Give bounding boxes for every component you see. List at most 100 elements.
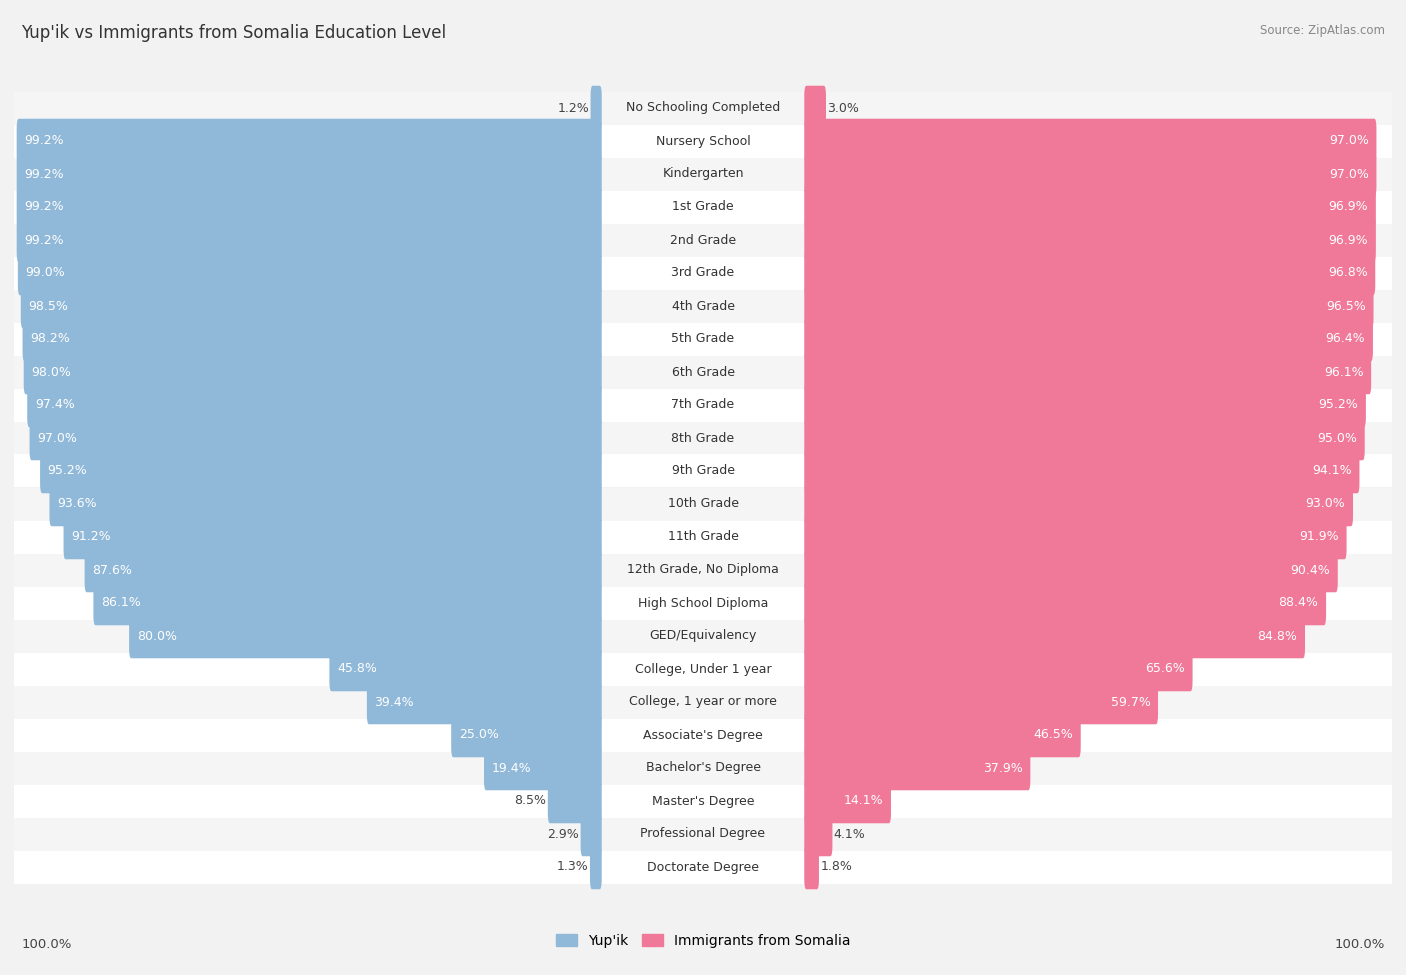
Bar xyxy=(14,454,1392,488)
FancyBboxPatch shape xyxy=(804,317,1372,362)
Text: 5th Grade: 5th Grade xyxy=(672,332,734,345)
Text: 97.0%: 97.0% xyxy=(1329,135,1369,147)
FancyBboxPatch shape xyxy=(804,383,1365,427)
Bar xyxy=(14,158,1392,190)
Text: 99.2%: 99.2% xyxy=(24,135,63,147)
Text: 3rd Grade: 3rd Grade xyxy=(672,266,734,280)
FancyBboxPatch shape xyxy=(804,613,1305,658)
Legend: Yup'ik, Immigrants from Somalia: Yup'ik, Immigrants from Somalia xyxy=(550,928,856,954)
Text: 37.9%: 37.9% xyxy=(983,761,1022,774)
FancyBboxPatch shape xyxy=(804,184,1376,229)
Bar xyxy=(14,817,1392,850)
FancyBboxPatch shape xyxy=(548,779,602,823)
FancyBboxPatch shape xyxy=(804,152,1376,196)
Text: 87.6%: 87.6% xyxy=(93,564,132,576)
Text: 96.9%: 96.9% xyxy=(1329,201,1368,214)
FancyBboxPatch shape xyxy=(484,746,602,791)
Bar xyxy=(14,652,1392,685)
Text: 98.2%: 98.2% xyxy=(30,332,70,345)
FancyBboxPatch shape xyxy=(591,844,602,889)
Text: 8.5%: 8.5% xyxy=(515,795,547,807)
Text: 91.2%: 91.2% xyxy=(72,530,111,543)
FancyBboxPatch shape xyxy=(17,217,602,262)
Bar xyxy=(14,125,1392,158)
FancyBboxPatch shape xyxy=(21,284,602,329)
FancyBboxPatch shape xyxy=(804,844,818,889)
Text: 100.0%: 100.0% xyxy=(21,938,72,951)
Text: 80.0%: 80.0% xyxy=(136,630,177,643)
Text: 1.3%: 1.3% xyxy=(557,861,589,874)
FancyBboxPatch shape xyxy=(49,482,602,526)
Bar xyxy=(14,521,1392,554)
Text: 96.5%: 96.5% xyxy=(1326,299,1367,313)
FancyBboxPatch shape xyxy=(804,746,1031,791)
Text: 45.8%: 45.8% xyxy=(337,662,377,676)
FancyBboxPatch shape xyxy=(93,581,602,625)
Text: 59.7%: 59.7% xyxy=(1111,695,1150,709)
Text: GED/Equivalency: GED/Equivalency xyxy=(650,630,756,643)
Text: 99.2%: 99.2% xyxy=(24,201,63,214)
FancyBboxPatch shape xyxy=(22,317,602,362)
Text: 96.9%: 96.9% xyxy=(1329,233,1368,247)
FancyBboxPatch shape xyxy=(804,482,1353,526)
Text: 46.5%: 46.5% xyxy=(1033,728,1073,742)
Bar xyxy=(14,719,1392,752)
Text: 8th Grade: 8th Grade xyxy=(672,432,734,445)
FancyBboxPatch shape xyxy=(17,152,602,196)
Text: 90.4%: 90.4% xyxy=(1291,564,1330,576)
Text: 95.2%: 95.2% xyxy=(1319,399,1358,411)
FancyBboxPatch shape xyxy=(329,646,602,691)
FancyBboxPatch shape xyxy=(17,119,602,163)
Text: 3.0%: 3.0% xyxy=(827,101,859,114)
Text: High School Diploma: High School Diploma xyxy=(638,597,768,609)
Text: Doctorate Degree: Doctorate Degree xyxy=(647,861,759,874)
Text: 97.4%: 97.4% xyxy=(35,399,75,411)
FancyBboxPatch shape xyxy=(804,646,1192,691)
Text: Source: ZipAtlas.com: Source: ZipAtlas.com xyxy=(1260,24,1385,37)
FancyBboxPatch shape xyxy=(129,613,602,658)
FancyBboxPatch shape xyxy=(24,350,602,394)
Text: College, Under 1 year: College, Under 1 year xyxy=(634,662,772,676)
FancyBboxPatch shape xyxy=(804,415,1365,460)
Text: 99.0%: 99.0% xyxy=(25,266,65,280)
FancyBboxPatch shape xyxy=(367,680,602,724)
Text: 11th Grade: 11th Grade xyxy=(668,530,738,543)
FancyBboxPatch shape xyxy=(591,86,602,131)
Text: 95.2%: 95.2% xyxy=(48,464,87,478)
Text: 98.0%: 98.0% xyxy=(31,366,72,378)
FancyBboxPatch shape xyxy=(84,548,602,592)
Text: 99.2%: 99.2% xyxy=(24,168,63,180)
FancyBboxPatch shape xyxy=(804,713,1081,758)
Bar xyxy=(14,421,1392,454)
Text: 86.1%: 86.1% xyxy=(101,597,141,609)
Text: 93.0%: 93.0% xyxy=(1306,497,1346,511)
Text: Associate's Degree: Associate's Degree xyxy=(643,728,763,742)
Text: 96.8%: 96.8% xyxy=(1327,266,1368,280)
Text: Kindergarten: Kindergarten xyxy=(662,168,744,180)
Text: 99.2%: 99.2% xyxy=(24,233,63,247)
Text: 97.0%: 97.0% xyxy=(37,432,77,445)
Bar xyxy=(14,752,1392,785)
FancyBboxPatch shape xyxy=(18,251,602,295)
Bar xyxy=(14,356,1392,388)
Text: Professional Degree: Professional Degree xyxy=(641,828,765,840)
FancyBboxPatch shape xyxy=(451,713,602,758)
Bar xyxy=(14,323,1392,356)
Text: 96.4%: 96.4% xyxy=(1326,332,1365,345)
Text: 2.9%: 2.9% xyxy=(547,828,579,840)
Bar xyxy=(14,190,1392,223)
Text: 100.0%: 100.0% xyxy=(1334,938,1385,951)
Text: 25.0%: 25.0% xyxy=(458,728,499,742)
FancyBboxPatch shape xyxy=(804,448,1360,493)
Bar xyxy=(14,587,1392,619)
Text: 95.0%: 95.0% xyxy=(1317,432,1357,445)
Bar xyxy=(14,850,1392,883)
FancyBboxPatch shape xyxy=(804,284,1374,329)
Text: 12th Grade, No Diploma: 12th Grade, No Diploma xyxy=(627,564,779,576)
Text: 9th Grade: 9th Grade xyxy=(672,464,734,478)
Bar xyxy=(14,388,1392,421)
Text: Nursery School: Nursery School xyxy=(655,135,751,147)
FancyBboxPatch shape xyxy=(804,548,1337,592)
FancyBboxPatch shape xyxy=(804,680,1159,724)
Text: Master's Degree: Master's Degree xyxy=(652,795,754,807)
